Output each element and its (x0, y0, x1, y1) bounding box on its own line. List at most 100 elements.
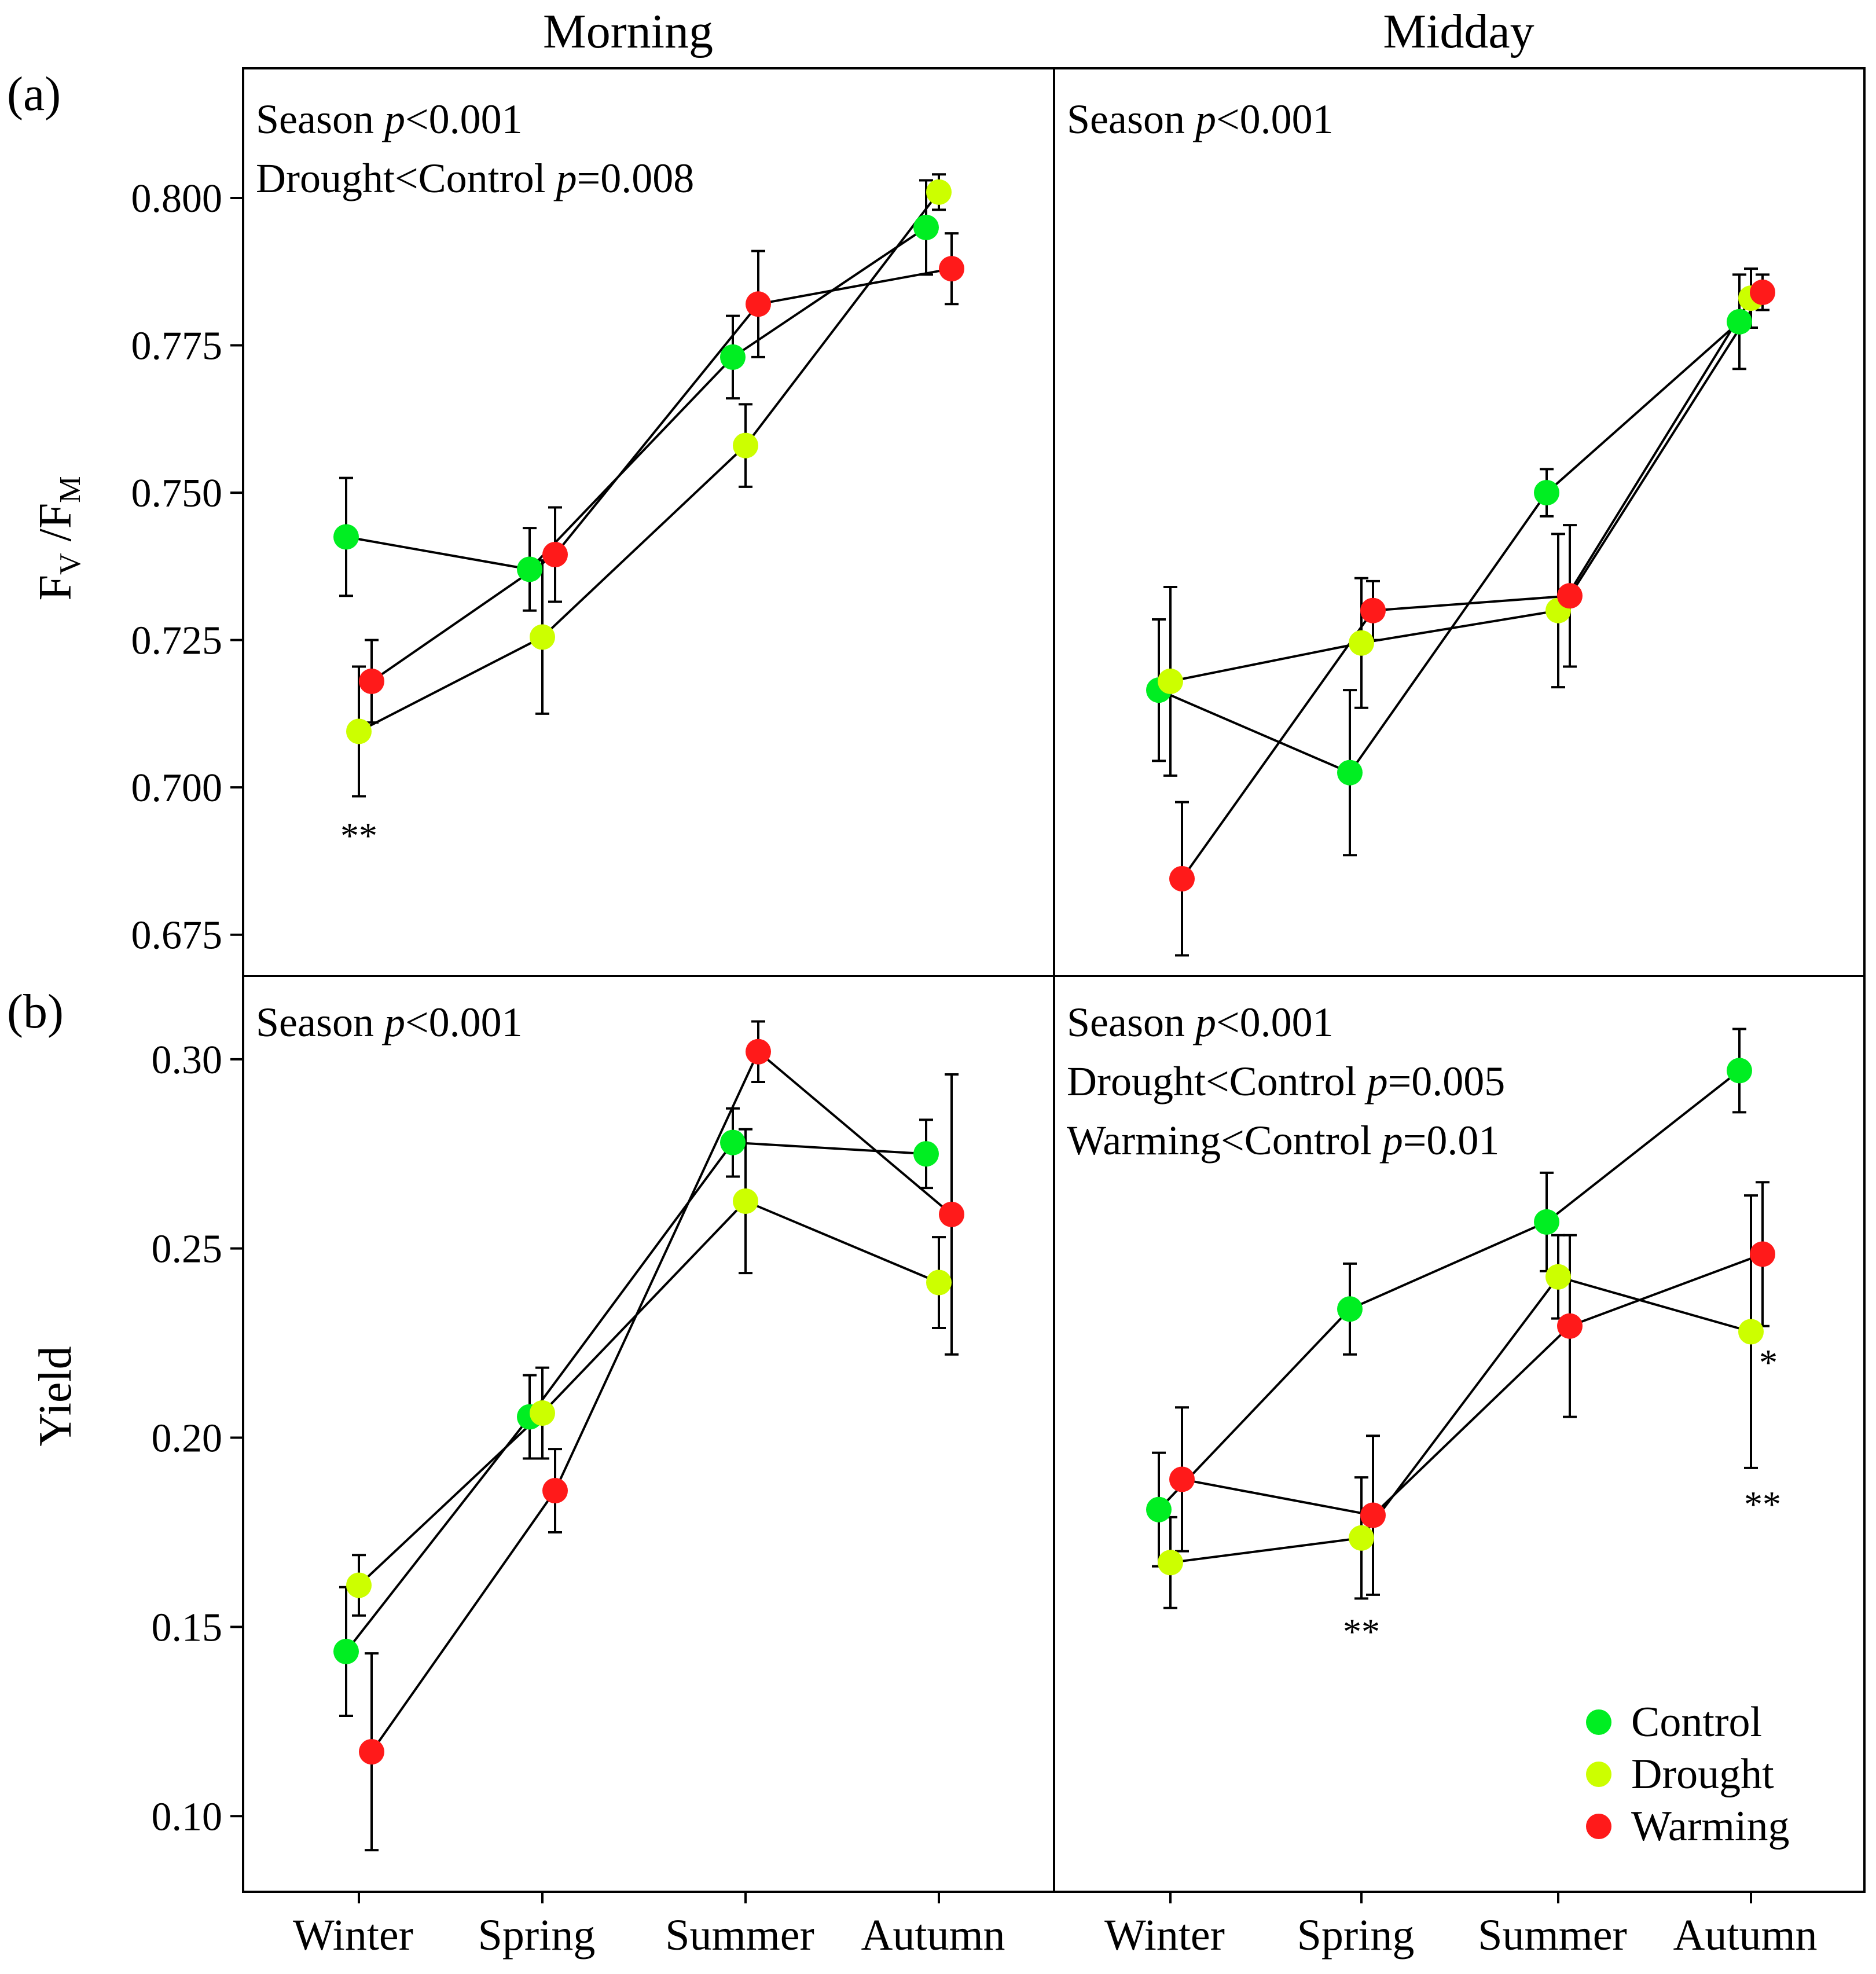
series-line-warming (370, 1050, 953, 1753)
ylabel-yield: Yield (30, 1346, 81, 1446)
data-point-drought (733, 1188, 758, 1214)
y-tick-label: 0.30 (152, 1038, 223, 1083)
data-point-drought (1349, 1525, 1374, 1551)
stat-annotation: Season p<0.001 (1067, 96, 1334, 142)
data-point-drought (346, 718, 372, 744)
data-point-warming (1557, 583, 1583, 609)
data-point-control (720, 344, 746, 370)
data-point-control (1727, 1058, 1752, 1084)
data-point-warming (1750, 1241, 1775, 1267)
x-tick-label-spring: Spring (1297, 1911, 1415, 1960)
y-tick-label: 0.10 (152, 1795, 223, 1839)
x-tick-label-autumn: Autumn (1673, 1911, 1817, 1960)
data-point-control (1146, 1496, 1172, 1522)
data-point-control (333, 1638, 359, 1664)
data-point-drought (1158, 668, 1183, 694)
series-line-control (346, 226, 927, 571)
y-tick-label: 0.750 (131, 471, 223, 516)
stat-annotation: Season p<0.001 (256, 999, 523, 1045)
legend-marker-drought (1586, 1762, 1611, 1787)
series-line-warming (370, 267, 952, 683)
data-point-warming (1169, 866, 1195, 891)
legend-label-drought: Drought (1631, 1751, 1774, 1798)
data-point-drought (1738, 1319, 1764, 1345)
data-point-drought (530, 1400, 555, 1426)
significance-mark: ** (1744, 1484, 1781, 1525)
series-line-control (1158, 1069, 1741, 1511)
data-point-warming (1557, 1313, 1583, 1339)
series-line-drought (358, 191, 940, 733)
data-point-drought (926, 1269, 952, 1296)
series-line-drought (1170, 298, 1752, 683)
y-tick-label: 0.700 (131, 766, 223, 810)
panel-label-b: (b) (7, 985, 64, 1039)
y-tick-label: 0.15 (152, 1605, 223, 1650)
legend-label-warming: Warming (1631, 1803, 1790, 1850)
y-tick-label: 0.20 (152, 1417, 223, 1461)
x-tick-label-summer: Summer (1478, 1911, 1627, 1960)
data-point-control (517, 556, 542, 582)
lines-layer (345, 191, 1764, 1753)
y-tick-label: 0.725 (131, 619, 223, 663)
data-point-warming (542, 542, 568, 567)
data-point-control (913, 214, 939, 240)
data-point-warming (359, 668, 384, 694)
series-line-control (1158, 321, 1741, 775)
data-point-control (720, 1129, 746, 1155)
frame-a-midday (1053, 67, 1866, 977)
data-point-warming (542, 1478, 568, 1504)
data-point-control (1337, 759, 1363, 786)
text-layer: 0.675 0.700 0.725 0.750 0.775 0.800 Season p<0… (131, 96, 1818, 1960)
data-point-warming (939, 1201, 964, 1227)
significance-mark: ** (1343, 1611, 1380, 1652)
y-tick-label: 0.25 (152, 1227, 223, 1272)
points-layer (333, 179, 1775, 1765)
stat-annotation: Warming<Control p=0.01 (1067, 1117, 1499, 1164)
series-line-warming (1181, 1253, 1763, 1517)
data-point-drought (1349, 630, 1374, 656)
x-tick-label-spring: Spring (478, 1911, 596, 1960)
x-tick-label-winter: Winter (293, 1911, 413, 1960)
ylabel-fvfm: FV /FM (30, 476, 87, 600)
legend-label-control: Control (1631, 1698, 1762, 1746)
column-title-morning: Morning (543, 5, 713, 58)
legend-marker-control (1586, 1709, 1611, 1735)
data-point-control (1534, 1209, 1559, 1235)
data-point-drought (346, 1572, 372, 1598)
data-point-control (1534, 480, 1559, 506)
data-point-drought (1545, 1264, 1571, 1290)
legend: Control Drought Warming (1586, 1698, 1790, 1850)
x-tick-label-winter: Winter (1104, 1911, 1225, 1960)
data-point-warming (939, 256, 964, 282)
panel-label-a: (a) (7, 67, 61, 121)
stat-annotation: Season p<0.001 (256, 96, 523, 142)
data-point-control (333, 524, 359, 550)
y-tick-label: 0.775 (131, 324, 223, 369)
stat-annotation: Drought<Control p=0.008 (256, 155, 694, 201)
data-point-control (1727, 309, 1752, 335)
data-point-drought (926, 179, 952, 205)
axes-layer (230, 197, 1752, 1903)
y-tick-label: 0.800 (131, 177, 223, 221)
data-point-warming (1169, 1466, 1195, 1492)
series-line-control (345, 1141, 927, 1653)
x-tick-label-autumn: Autumn (861, 1911, 1005, 1960)
x-tick-label-summer: Summer (665, 1911, 814, 1960)
data-point-warming (746, 291, 771, 317)
data-point-drought (733, 432, 758, 458)
data-point-control (1337, 1296, 1363, 1322)
data-point-control (913, 1141, 939, 1167)
stat-annotation: Drought<Control p=0.005 (1067, 1058, 1505, 1105)
data-point-drought (530, 624, 555, 650)
significance-mark: * (1759, 1342, 1778, 1383)
data-point-warming (1360, 1502, 1386, 1528)
significance-mark: ** (340, 815, 377, 856)
data-point-warming (1750, 279, 1775, 305)
series-line-drought (358, 1199, 939, 1586)
data-point-drought (1158, 1550, 1183, 1576)
legend-marker-warming (1586, 1814, 1611, 1839)
data-point-warming (359, 1739, 384, 1765)
frame-b-midday (1053, 975, 1866, 1893)
data-point-warming (746, 1039, 771, 1065)
